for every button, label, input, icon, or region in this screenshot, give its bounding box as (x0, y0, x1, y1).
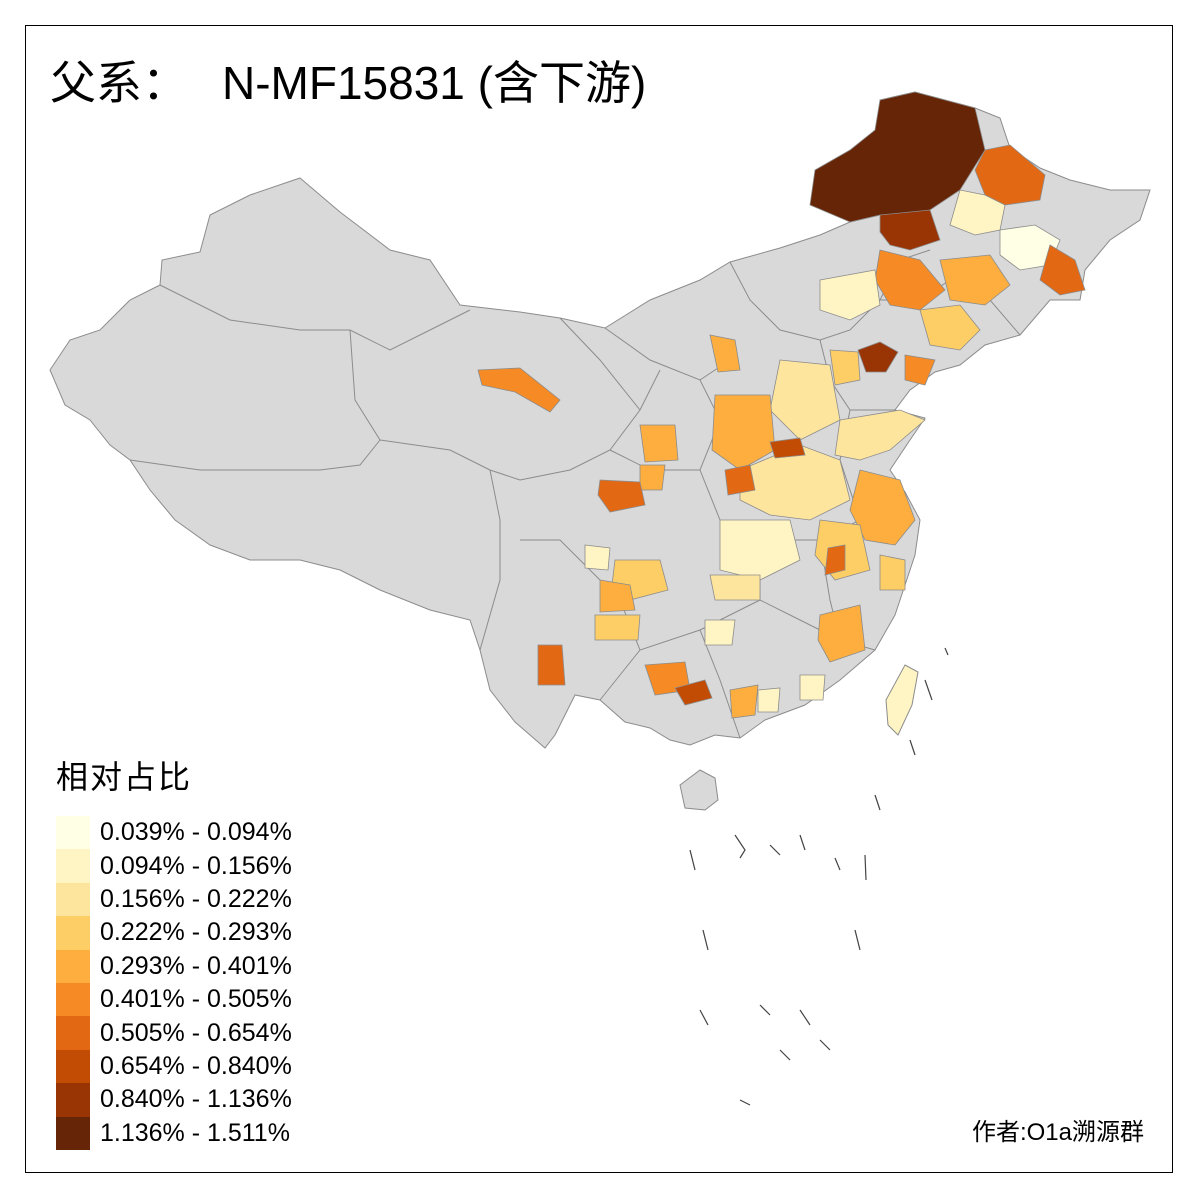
title-haplogroup: N-MF15831 (含下游) (222, 57, 647, 109)
region-tangshan (857, 341, 899, 373)
legend-swatch (56, 982, 90, 1017)
hainan-island (679, 769, 719, 811)
legend-title: 相对占比 (56, 759, 193, 795)
legend-label: 0.293% - 0.401% (100, 951, 292, 980)
legend-label: 0.401% - 0.505% (100, 985, 292, 1014)
legend-swatch (56, 1083, 90, 1117)
legend-item: 0.222% - 0.293% (56, 916, 292, 950)
legend-item: 0.840% - 1.136% (56, 1083, 292, 1117)
region-luoyang (724, 464, 756, 496)
legend-label: 0.505% - 0.654% (100, 1018, 292, 1047)
region-guangdong-west (729, 684, 759, 719)
legend-swatch (56, 1016, 90, 1050)
region-jiangxi (817, 604, 866, 663)
region-jilin (939, 254, 1011, 306)
region-hubei-east (824, 544, 846, 576)
author-credit: 作者:O1a溯源群 (971, 1119, 1144, 1146)
legend-swatch (56, 916, 90, 950)
region-shanxi (711, 394, 776, 471)
legend-item: 0.156% - 0.222% (56, 882, 292, 917)
legend-swatch (56, 816, 90, 850)
legend-label: 0.840% - 1.136% (100, 1085, 292, 1114)
region-beijing (829, 349, 861, 386)
region-heilongjiang-west (974, 144, 1046, 206)
region-jiangsu (849, 469, 916, 546)
region-guizhou (594, 614, 641, 641)
legend-item: 0.094% - 0.156% (56, 849, 292, 883)
legend-swatch (56, 1116, 90, 1150)
legend-label: 0.094% - 0.156% (100, 851, 292, 880)
region-shandong (834, 409, 926, 461)
data-regions (477, 91, 1086, 719)
legend-item: 0.039% - 0.094% (56, 816, 292, 850)
region-shaanxi-north (709, 334, 741, 373)
region-fujian (799, 674, 826, 701)
legend-label: 0.156% - 0.222% (100, 884, 292, 913)
region-hebei (769, 359, 841, 441)
legend-label: 0.654% - 0.840% (100, 1051, 292, 1080)
region-mudanjiang (1039, 244, 1086, 296)
region-hubei (719, 519, 801, 581)
legend-swatch (56, 849, 90, 883)
region-hunan (709, 574, 761, 601)
legend-swatch (56, 949, 90, 983)
region-sichuan (584, 544, 611, 571)
region-hinggan (879, 209, 941, 251)
legend-items: 0.039% - 0.094% 0.094% - 0.156% 0.156% -… (56, 816, 292, 1150)
legend-label: 0.222% - 0.293% (100, 918, 292, 947)
region-ningxia (639, 424, 679, 463)
region-chifeng (819, 269, 881, 321)
legend: 相对占比 0.039% - 0.094% 0.094% - 0.156% 0.1… (56, 752, 292, 1150)
legend-label: 0.039% - 0.094% (100, 818, 292, 847)
region-lanzhou (597, 479, 646, 513)
legend-item: 0.505% - 0.654% (56, 1016, 292, 1050)
region-liaoning-north (919, 304, 981, 351)
region-nanning (674, 679, 713, 706)
legend-swatch (56, 882, 90, 917)
legend-item: 1.136% - 1.511% (56, 1116, 292, 1150)
region-xinxiang (769, 437, 806, 459)
legend-label: 1.136% - 1.511% (100, 1118, 290, 1147)
legend-item: 0.293% - 0.401% (56, 949, 292, 983)
taiwan-island (885, 664, 919, 736)
legend-item: 0.654% - 0.840% (56, 1049, 292, 1084)
region-xining (477, 367, 561, 413)
region-guizhou-east (704, 619, 736, 646)
region-zhejiang (879, 554, 906, 591)
south-china-sea-islands (689, 647, 949, 1106)
region-yunnan (537, 644, 566, 686)
title-prefix: 父系： (50, 57, 188, 109)
region-chongqing (599, 579, 636, 613)
legend-item: 0.401% - 0.505% (56, 982, 292, 1017)
map-title: 父系： N-MF15831 (含下游) (50, 60, 646, 106)
region-guangdong (757, 687, 781, 713)
legend-swatch (56, 1049, 90, 1084)
region-dalian (904, 354, 936, 386)
region-gansu (639, 464, 666, 491)
region-henan (739, 444, 851, 521)
